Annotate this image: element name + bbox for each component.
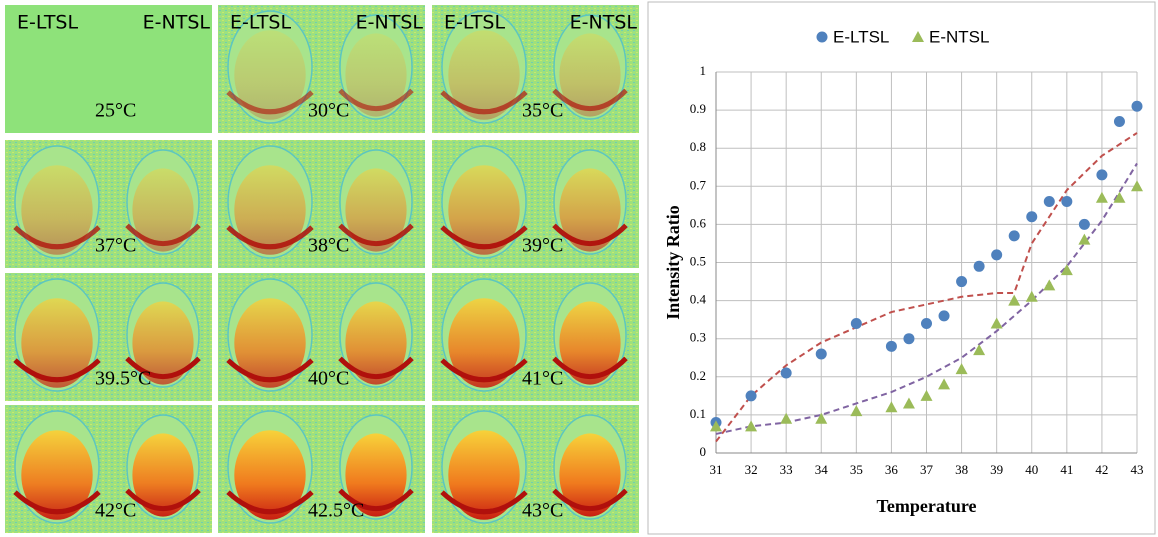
y-axis-title: Intensity Ratio [663, 205, 683, 320]
data-point [746, 390, 757, 401]
x-tick-label: 39 [990, 462, 1003, 477]
data-point [886, 341, 897, 352]
y-tick-label: 0.2 [690, 368, 706, 383]
y-tick-label: 0.9 [690, 101, 706, 116]
data-point [1132, 101, 1143, 112]
y-tick-label: 0.3 [690, 330, 706, 345]
y-tick-label: 0.7 [690, 177, 707, 192]
data-point [939, 310, 950, 321]
data-point [991, 249, 1002, 260]
panel-temperature: 39°C [522, 235, 563, 257]
x-tick-label: 37 [920, 462, 934, 477]
panel-temperature: 40°C [308, 368, 349, 390]
y-tick-label: 0.1 [690, 406, 706, 421]
panel-label: E-LTSL [17, 12, 78, 34]
panel-temperature: 39.5°C [95, 368, 151, 390]
data-point [1096, 169, 1107, 180]
x-tick-label: 32 [745, 462, 758, 477]
x-tick-label: 31 [710, 462, 723, 477]
data-point [956, 276, 967, 287]
legend-label: E-NTSL [929, 27, 989, 46]
panel-temperature: 42°C [95, 500, 136, 522]
x-tick-label: 36 [885, 462, 899, 477]
x-tick-label: 40 [1025, 462, 1038, 477]
legend-marker [817, 32, 828, 43]
panel-temperature: 41°C [522, 368, 563, 390]
data-point [1026, 211, 1037, 222]
y-tick-label: 0.5 [690, 253, 706, 268]
y-tick-label: 0 [700, 444, 707, 459]
panel-temperature: 38°C [308, 235, 349, 257]
data-point [816, 348, 827, 359]
data-point [903, 333, 914, 344]
data-point [1061, 196, 1072, 207]
data-point [921, 318, 932, 329]
panel-label: E-NTSL [143, 12, 211, 34]
panel-label: E-NTSL [570, 12, 638, 34]
x-tick-label: 33 [780, 462, 793, 477]
y-tick-label: 0.4 [690, 292, 707, 307]
x-axis-title: Temperature [877, 496, 977, 516]
panel-label: E-LTSL [230, 12, 291, 34]
x-tick-label: 41 [1060, 462, 1073, 477]
data-point [1009, 230, 1020, 241]
legend-label: E-LTSL [833, 27, 889, 46]
y-tick-label: 1 [700, 63, 707, 78]
data-point [781, 367, 792, 378]
panel-temperature: 30°C [308, 100, 349, 122]
x-tick-label: 43 [1131, 462, 1144, 477]
y-tick-label: 0.6 [690, 215, 707, 230]
data-point [1114, 116, 1125, 127]
data-point [1079, 219, 1090, 230]
panel-temperature: 37°C [95, 235, 136, 257]
x-tick-label: 42 [1095, 462, 1108, 477]
figure: E-LTSL E-NTSL 25°C E-LTSL E-NTSL 30°C E-LTSL E-… [0, 0, 1158, 537]
x-tick-label: 35 [850, 462, 863, 477]
panel-temperature: 25°C [95, 100, 136, 122]
x-tick-label: 38 [955, 462, 968, 477]
data-point [974, 261, 985, 272]
data-point [851, 318, 862, 329]
data-point [1044, 196, 1055, 207]
y-tick-label: 0.8 [690, 139, 706, 154]
chart-frame [648, 2, 1155, 534]
panel-temperature: 43°C [522, 500, 563, 522]
panel-label: E-LTSL [444, 12, 505, 34]
x-tick-label: 34 [815, 462, 829, 477]
panel-temperature: 42.5°C [308, 500, 364, 522]
panel-label: E-NTSL [356, 12, 424, 34]
panel-temperature: 35°C [522, 100, 563, 122]
